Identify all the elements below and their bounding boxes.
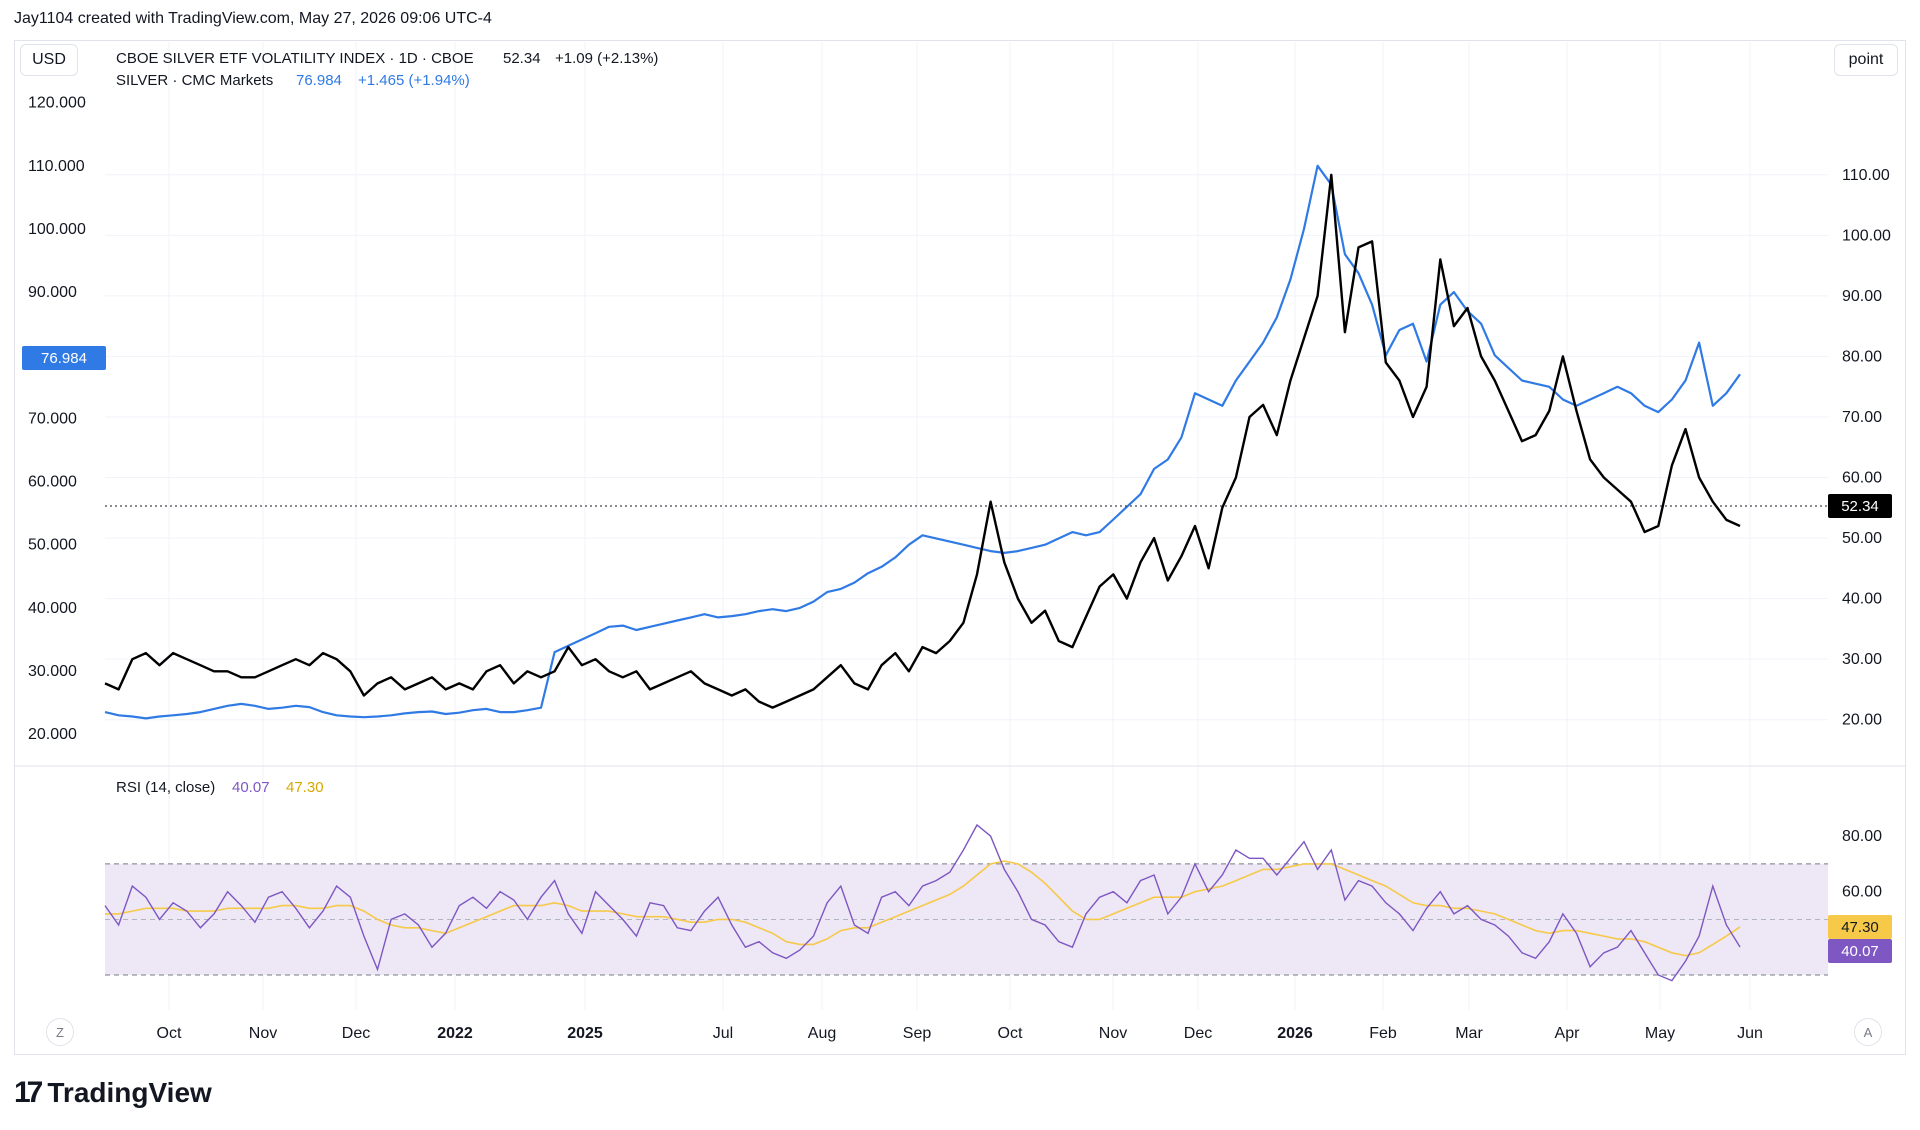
x-tick-label: Oct [157, 1025, 182, 1042]
x-tick-label: 2026 [1277, 1025, 1313, 1042]
x-tick-label: Feb [1369, 1025, 1397, 1042]
legend-silver-name: SILVER · CMC Markets [116, 72, 273, 89]
series-lines [104, 164, 1741, 982]
x-tick-label: Dec [342, 1025, 370, 1042]
x-tick-label: Dec [1184, 1025, 1212, 1042]
rsi-ma-price-tag [1828, 915, 1892, 939]
vix-price-tag [1828, 494, 1892, 518]
tradingview-logo-icon: 17 [14, 1076, 43, 1109]
x-tick-label: Mar [1455, 1025, 1483, 1042]
x-tick-label: Jun [1737, 1025, 1763, 1042]
left-axis-tick-label: 50.000 [28, 537, 77, 554]
created-by-header: Jay1104 created with TradingView.com, Ma… [14, 10, 492, 27]
rsi-legend-ma: 47.30 [286, 779, 324, 796]
silver-series-line [104, 164, 1741, 720]
rsi-line [104, 823, 1741, 982]
legend-vix-value: 52.34 [503, 50, 541, 67]
left-axis-tick-label: 70.000 [28, 410, 77, 427]
legend-vix-name: CBOE SILVER ETF VOLATILITY INDEX · 1D · … [116, 50, 474, 67]
left-axis-tick-label: 20.000 [28, 726, 77, 743]
legend-silver-change: +1.465 (+1.94%) [358, 72, 470, 89]
x-tick-label: Oct [998, 1025, 1023, 1042]
right-axis-tick-label: 30.00 [1842, 651, 1882, 668]
left-axis-tick-label: 110.000 [28, 158, 85, 175]
right-axis-tick-label: 80.00 [1842, 348, 1882, 365]
right-axis-tick-label: 90.00 [1842, 288, 1882, 305]
right-axis-tick-label: 110.00 [1842, 167, 1890, 184]
grid-lines [105, 42, 1828, 1010]
legend-vix-change: +1.09 (+2.13%) [555, 50, 658, 67]
right-axis-tick-label: 70.00 [1842, 409, 1882, 426]
x-tick-label: Apr [1555, 1025, 1581, 1042]
x-tick-label: Jul [713, 1025, 733, 1042]
rsi-legend-name: RSI (14, close) [116, 779, 215, 796]
auto-scale-button[interactable]: A [1854, 1018, 1882, 1046]
left-axis-tick-label: 60.000 [28, 474, 77, 491]
x-tick-label: 2022 [437, 1025, 473, 1042]
legend-silver-value: 76.984 [296, 72, 342, 89]
left-axis-tick-label: 90.000 [28, 284, 77, 301]
currency-button[interactable]: USD [20, 44, 78, 76]
x-tick-label: Sep [903, 1025, 932, 1042]
rsi-legend-value: 40.07 [232, 779, 270, 796]
rsi-ma-line [105, 860, 1741, 957]
silver-price-tag [22, 346, 106, 370]
tradingview-logo[interactable]: 17 TradingView [14, 1076, 212, 1110]
x-tick-label: Nov [249, 1025, 277, 1042]
x-tick-label: Aug [808, 1025, 836, 1042]
silver-price-tag-text: 76.984 [41, 350, 87, 367]
left-axis-tick-label: 30.000 [28, 663, 77, 680]
rsi-ma-price-tag-text: 47.30 [1841, 919, 1879, 936]
right-axis-tick-label: 20.00 [1842, 712, 1882, 729]
axis-labels: Oct Nov Dec 2022 2025 Jul Aug Sep Oct Nov Dec 2026 F… [28, 95, 1891, 1042]
rsi-band [105, 863, 1828, 976]
right-axis-tick-label: 100.00 [1842, 227, 1891, 244]
left-axis-tick-label: 40.000 [28, 600, 77, 617]
zoom-reset-button[interactable]: Z [46, 1018, 74, 1046]
rsi-axis-tick-label: 60.00 [1842, 884, 1882, 901]
rsi-band-fill [105, 863, 1828, 975]
vix-price-tag-text: 52.34 [1841, 498, 1879, 515]
x-tick-label: Nov [1099, 1025, 1127, 1042]
left-axis-tick-label: 100.000 [28, 221, 86, 238]
left-axis-tick-label: 120.000 [28, 95, 86, 112]
tradingview-brand-text: TradingView [47, 1077, 212, 1108]
rsi-price-tag [1828, 939, 1892, 963]
rsi-axis-tick-label: 80.00 [1842, 828, 1882, 845]
x-tick-label: May [1645, 1025, 1675, 1042]
right-axis-tick-label: 60.00 [1842, 470, 1882, 487]
scale-unit-button[interactable]: point [1834, 44, 1898, 76]
right-axis-tick-label: 50.00 [1842, 530, 1882, 547]
right-axis-tick-label: 40.00 [1842, 591, 1882, 608]
x-tick-label: 2025 [567, 1025, 603, 1042]
rsi-price-tag-text: 40.07 [1841, 943, 1879, 960]
vix-series-line [104, 173, 1741, 709]
